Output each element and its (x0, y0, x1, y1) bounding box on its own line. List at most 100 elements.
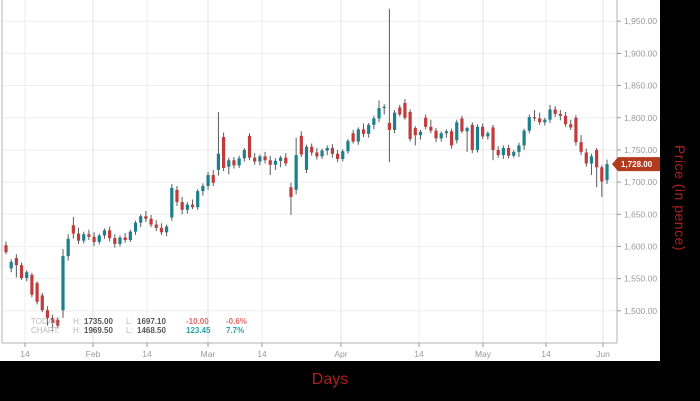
candle[interactable] (418, 129, 423, 140)
candle[interactable] (548, 104, 552, 123)
candle[interactable] (118, 235, 122, 247)
candle[interactable] (139, 214, 143, 228)
candle[interactable] (159, 223, 164, 235)
candle[interactable] (196, 189, 200, 210)
candle[interactable] (527, 114, 531, 134)
candle[interactable] (123, 232, 127, 243)
candle[interactable] (108, 226, 112, 242)
candle[interactable] (522, 128, 526, 150)
candle[interactable] (97, 233, 101, 245)
candle[interactable] (4, 241, 8, 255)
candle[interactable] (506, 144, 511, 159)
candle[interactable] (444, 129, 448, 138)
candle[interactable] (501, 145, 505, 159)
candle[interactable] (392, 110, 397, 134)
candle[interactable] (595, 148, 599, 188)
candle[interactable] (579, 135, 583, 156)
candle[interactable] (589, 153, 594, 176)
candle[interactable] (35, 281, 39, 305)
candle[interactable] (403, 99, 407, 120)
candle[interactable] (517, 142, 521, 158)
candle[interactable] (128, 229, 132, 242)
candle[interactable] (133, 220, 138, 235)
candle[interactable] (481, 123, 485, 140)
candle[interactable] (242, 148, 246, 162)
candle[interactable] (335, 149, 340, 163)
candle[interactable] (372, 115, 376, 130)
candle[interactable] (408, 109, 412, 142)
candle[interactable] (475, 124, 480, 153)
candle[interactable] (45, 306, 50, 326)
candle[interactable] (278, 155, 283, 168)
candle[interactable] (491, 124, 495, 161)
candle[interactable] (294, 137, 298, 195)
candle[interactable] (180, 196, 184, 215)
candle[interactable] (434, 128, 438, 143)
candle[interactable] (149, 214, 153, 228)
candle[interactable] (429, 119, 433, 134)
candle[interactable] (206, 171, 210, 190)
candle[interactable] (361, 123, 366, 138)
candlestick-chart[interactable]: 1,500.00 1,550.00 1,600.00 1,650.00 1,700.00… (0, 0, 660, 361)
candle[interactable] (113, 234, 117, 248)
candle[interactable] (76, 227, 81, 244)
candle[interactable] (253, 153, 257, 165)
candle[interactable] (216, 111, 221, 176)
candle[interactable] (144, 211, 148, 223)
candle[interactable] (574, 115, 578, 146)
candle[interactable] (584, 148, 588, 167)
candle[interactable] (351, 129, 355, 144)
candle[interactable] (543, 117, 547, 126)
candle[interactable] (315, 148, 319, 160)
candle[interactable] (563, 111, 568, 127)
candle[interactable] (170, 184, 174, 221)
candle[interactable] (102, 228, 107, 239)
candle[interactable] (9, 259, 13, 273)
candle[interactable] (532, 110, 537, 121)
candle[interactable] (605, 159, 609, 185)
candles[interactable] (4, 8, 609, 332)
candle[interactable] (61, 249, 65, 318)
candle[interactable] (569, 119, 573, 130)
candle[interactable] (310, 143, 314, 156)
candle[interactable] (258, 154, 262, 166)
candle[interactable] (325, 145, 329, 156)
candle[interactable] (346, 139, 350, 154)
candle[interactable] (30, 272, 34, 298)
candle[interactable] (289, 182, 293, 215)
candle[interactable] (284, 153, 288, 167)
candle[interactable] (439, 131, 443, 142)
candle[interactable] (398, 104, 402, 117)
candle[interactable] (600, 165, 604, 197)
candle[interactable] (232, 157, 236, 169)
candle[interactable] (387, 8, 391, 163)
candle[interactable] (273, 158, 278, 170)
candle[interactable] (14, 254, 18, 278)
candle[interactable] (268, 155, 272, 176)
candle[interactable] (185, 202, 189, 214)
candle[interactable] (553, 106, 557, 118)
candle[interactable] (558, 110, 562, 121)
candle[interactable] (51, 314, 55, 332)
candle[interactable] (299, 131, 303, 158)
candle[interactable] (66, 234, 70, 261)
candle[interactable] (211, 169, 215, 186)
candle[interactable] (263, 151, 267, 164)
candle[interactable] (222, 132, 226, 172)
candle[interactable] (460, 115, 464, 134)
candle[interactable] (455, 119, 459, 144)
candle[interactable] (227, 157, 231, 175)
candle[interactable] (165, 224, 169, 237)
candle[interactable] (413, 126, 417, 146)
candle[interactable] (341, 149, 345, 162)
candle[interactable] (496, 146, 500, 158)
candle[interactable] (382, 104, 386, 115)
candle[interactable] (330, 144, 335, 158)
candle[interactable] (486, 131, 490, 140)
candle[interactable] (356, 127, 360, 145)
price-chart-plot[interactable]: 1,500.00 1,550.00 1,600.00 1,650.00 1,700.00… (0, 0, 660, 361)
candle[interactable] (175, 185, 179, 206)
candle[interactable] (304, 144, 309, 174)
candle[interactable] (25, 270, 29, 282)
candle[interactable] (92, 232, 96, 246)
